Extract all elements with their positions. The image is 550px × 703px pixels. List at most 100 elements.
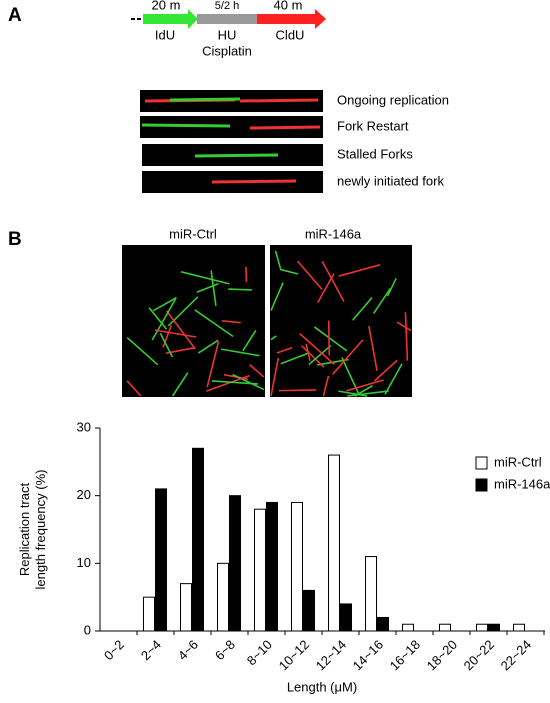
legend-swatch xyxy=(475,478,488,492)
fiber xyxy=(126,336,159,366)
x-tick-label: 12~14 xyxy=(313,637,349,673)
fiber xyxy=(299,333,335,366)
micrograph-title: miR-Ctrl xyxy=(169,226,217,241)
fiber xyxy=(280,352,309,365)
fiber xyxy=(249,125,321,130)
x-tick-label: 8~10 xyxy=(244,637,275,668)
fiber xyxy=(372,287,391,315)
bar xyxy=(439,623,451,632)
fiber xyxy=(151,298,177,341)
fiber xyxy=(354,384,373,397)
fiber xyxy=(228,288,252,291)
y-axis-label-line: Replication tract xyxy=(17,483,32,577)
bar xyxy=(192,447,204,632)
y-tick-label: 30 xyxy=(77,419,91,434)
fiber xyxy=(276,346,293,354)
bar xyxy=(402,623,414,632)
bar xyxy=(180,583,192,632)
x-tick-label: 22~24 xyxy=(498,637,534,673)
fiber xyxy=(210,270,217,307)
fiber xyxy=(338,390,368,397)
fiber xyxy=(396,321,412,332)
fiber xyxy=(194,309,234,338)
x-tick-label: 0~2 xyxy=(101,637,127,663)
fiber xyxy=(270,335,277,341)
fiber xyxy=(141,123,231,128)
y-tick-label: 10 xyxy=(77,555,91,570)
bar xyxy=(377,616,389,632)
label: IdU xyxy=(155,27,175,42)
fiber xyxy=(301,345,325,368)
fiber xyxy=(206,374,250,392)
x-tick-label: 20~22 xyxy=(461,637,497,673)
time-label: 20 m xyxy=(152,0,181,12)
x-tick-label: 2~4 xyxy=(138,637,164,663)
fiber xyxy=(126,380,142,397)
fiber-label: Ongoing replication xyxy=(337,92,449,107)
fiber xyxy=(322,375,330,397)
bar xyxy=(303,589,315,632)
label: Cisplatin xyxy=(202,43,252,58)
panel-label: A xyxy=(8,5,22,26)
fiber-label: newly initiated fork xyxy=(337,173,444,188)
x-tick-label: 10~12 xyxy=(276,637,312,673)
panel-label: B xyxy=(8,229,22,250)
fiber xyxy=(196,283,219,293)
fiber xyxy=(211,179,297,184)
fiber xyxy=(313,326,348,352)
cldu-bar xyxy=(257,14,315,24)
y-axis-label: Replication tractlength frequency (%) xyxy=(17,470,48,590)
y-axis-label-line: length frequency (%) xyxy=(33,470,48,590)
bar xyxy=(476,623,488,632)
fiber xyxy=(331,339,364,375)
fiber xyxy=(162,325,172,348)
fiber xyxy=(206,341,220,388)
bar xyxy=(266,501,278,632)
time-label: 40 m xyxy=(274,0,303,12)
treat-bar xyxy=(197,14,257,24)
legend-label: miR-Ctrl xyxy=(494,454,542,469)
bar xyxy=(143,596,155,632)
bar xyxy=(155,488,167,632)
bar xyxy=(254,508,266,632)
fiber xyxy=(221,348,260,357)
y-tick-label: 0 xyxy=(84,622,91,637)
fiber xyxy=(221,319,241,324)
micrograph xyxy=(122,245,265,397)
cldu-arrow xyxy=(315,9,326,29)
bar xyxy=(488,623,500,632)
fiber xyxy=(338,264,381,277)
fiber-label: Fork Restart xyxy=(337,118,409,133)
fiber xyxy=(171,372,189,397)
fiber xyxy=(194,153,279,158)
fiber xyxy=(352,297,373,321)
fiber xyxy=(239,98,319,103)
fiber xyxy=(159,332,174,358)
x-axis-label: Length (μM) xyxy=(287,679,357,694)
time-label: 5/2 h xyxy=(215,0,239,12)
fiber xyxy=(245,266,248,282)
x-tick-label: 18~20 xyxy=(424,637,460,673)
micrograph xyxy=(270,245,412,397)
x-tick-label: 14~16 xyxy=(350,637,386,673)
bar xyxy=(513,623,525,632)
fiber xyxy=(346,379,384,392)
label: CldU xyxy=(276,27,305,42)
x-tick-label: 16~18 xyxy=(387,637,423,673)
bar xyxy=(217,562,229,632)
fiber xyxy=(165,310,196,350)
fiber xyxy=(232,373,265,391)
bar xyxy=(340,603,352,632)
fiber xyxy=(249,364,265,378)
fiber xyxy=(274,250,282,269)
bar xyxy=(229,495,241,632)
idu-arrow xyxy=(188,9,198,29)
fiber xyxy=(242,329,257,352)
fiber xyxy=(211,380,259,385)
fiber xyxy=(152,296,177,312)
fiber-label: Stalled Forks xyxy=(337,146,413,161)
fiber xyxy=(180,271,230,285)
fiber xyxy=(308,345,332,366)
x-tick-label: 4~6 xyxy=(175,637,201,663)
fiber xyxy=(374,359,398,382)
